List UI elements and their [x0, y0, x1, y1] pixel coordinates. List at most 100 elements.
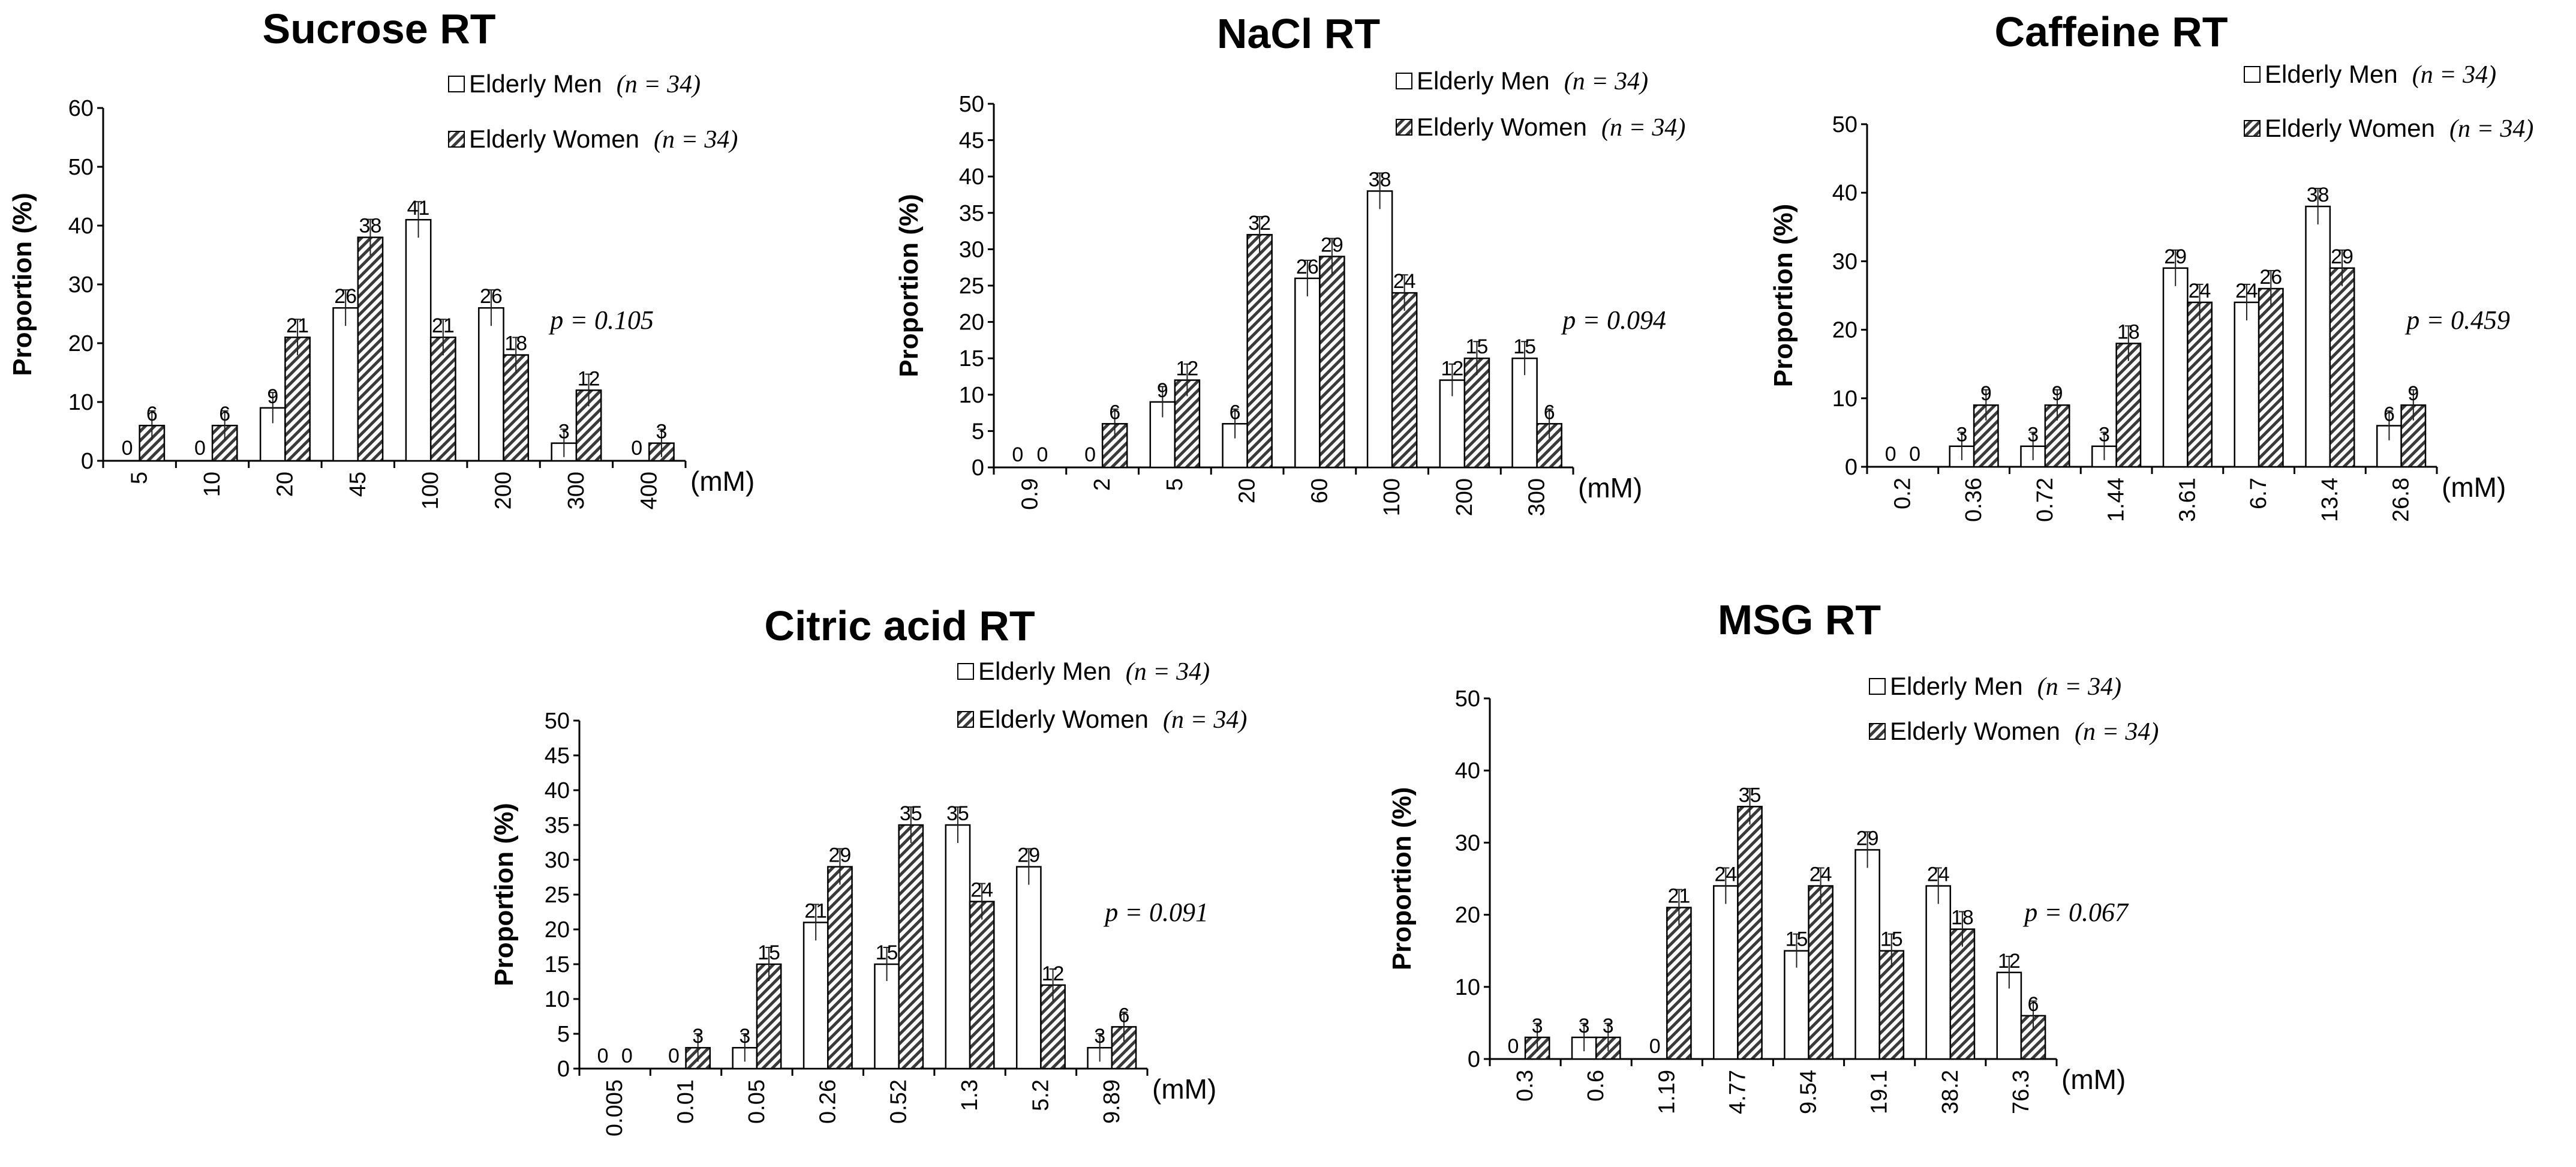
x-tick-label: 4.77	[1725, 1070, 1750, 1114]
x-tick-label: 5.2	[1028, 1079, 1053, 1111]
x-tick-label: 0.01	[674, 1079, 699, 1124]
legend-n: (n = 34)	[1601, 114, 1685, 142]
data-label-men: 24	[2235, 280, 2258, 302]
x-tick-label: 0.26	[815, 1079, 840, 1124]
data-label-men: 12	[1441, 358, 1463, 380]
y-tick-label: 25	[959, 274, 984, 299]
x-tick-label: 0.05	[744, 1079, 770, 1124]
data-label-men: 6	[2383, 403, 2395, 425]
chart-title: Citric acid RT	[764, 602, 1035, 649]
bar-women	[1666, 907, 1692, 1060]
legend-swatch-women	[957, 711, 974, 728]
legend-swatch-women	[1396, 119, 1412, 136]
data-label-men: 24	[1714, 863, 1737, 886]
x-tick-label: 1.19	[1654, 1070, 1679, 1114]
chart-title: Sucrose RT	[263, 5, 496, 52]
bar-women	[429, 336, 456, 462]
data-label-women: 12	[1042, 962, 1065, 985]
y-axis-title: Proportion (%)	[1387, 787, 1417, 971]
bar-women	[1319, 256, 1345, 469]
legend-label-men: Elderly Men (n = 34)	[2265, 60, 2496, 89]
x-tick-label: 26.8	[2389, 478, 2414, 522]
y-tick-label: 30	[1832, 249, 1857, 274]
x-tick-label: 9.89	[1099, 1079, 1125, 1124]
y-tick-label: 30	[959, 237, 984, 262]
legend-n: (n = 34)	[1126, 658, 1210, 686]
legend-label-women: Elderly Women (n = 34)	[1417, 113, 1685, 142]
bar-men	[2162, 267, 2189, 468]
bar-men	[945, 824, 971, 1070]
data-label-men: 26	[480, 285, 503, 308]
bar-women	[357, 236, 384, 462]
data-label-men: 0	[597, 1045, 609, 1067]
y-tick-label: 5	[557, 1022, 570, 1047]
bar-men	[2234, 301, 2260, 468]
legend-label-men: Elderly Men (n = 34)	[1890, 672, 2121, 701]
legend-label-women: Elderly Women (n = 34)	[469, 125, 738, 154]
bar-women	[503, 354, 530, 462]
legend-swatch-women	[448, 131, 465, 148]
data-label-men: 38	[2307, 184, 2329, 206]
legend-label-men: Elderly Men (n = 34)	[1417, 67, 1648, 95]
y-axis-title: Proportion (%)	[894, 194, 924, 377]
y-tick-label: 30	[68, 272, 94, 298]
data-label-women: 21	[1667, 885, 1690, 908]
y-tick-label: 40	[545, 778, 570, 803]
data-label-women: 15	[1880, 928, 1903, 951]
x-tick-label: 2	[1090, 478, 1115, 491]
bar-men	[1294, 277, 1321, 469]
p-value: p = 0.091	[1103, 898, 1209, 927]
x-tick-label: 5	[127, 472, 152, 484]
y-tick-label: 45	[545, 743, 570, 769]
x-tick-label: 10	[200, 472, 225, 497]
data-label-men: 24	[1927, 863, 1950, 886]
data-label-women: 9	[2052, 382, 2063, 405]
y-tick-label: 20	[1455, 903, 1480, 928]
data-label-men: 0	[1649, 1035, 1661, 1058]
data-label-men: 15	[1513, 335, 1536, 358]
x-tick-label: 3.61	[2175, 478, 2200, 522]
bar-women	[1737, 806, 1763, 1060]
y-tick-label: 10	[1455, 975, 1480, 1000]
data-label-men: 0	[1885, 443, 1896, 466]
x-tick-label: 0.005	[602, 1079, 627, 1136]
data-label-women: 24	[1809, 863, 1832, 886]
legend-n: (n = 34)	[2037, 673, 2121, 701]
x-tick-label: 300	[564, 472, 589, 509]
data-label-men: 3	[1579, 1015, 1590, 1037]
x-axis-unit: (mM)	[2061, 1064, 2126, 1095]
x-tick-label: 200	[1452, 478, 1477, 516]
data-label-women: 21	[286, 314, 309, 337]
data-label-men: 0	[668, 1045, 680, 1067]
data-label-men: 12	[1998, 950, 2021, 973]
y-tick-label: 35	[959, 201, 984, 226]
data-label-women: 9	[2407, 382, 2419, 405]
data-label-men: 3	[2099, 424, 2110, 446]
x-tick-label: 0.72	[2033, 478, 2058, 522]
legend-label-women: Elderly Women (n = 34)	[1890, 717, 2159, 746]
bar-women	[2258, 287, 2284, 468]
bar-men	[1366, 190, 1393, 469]
data-label-women: 35	[1739, 784, 1762, 806]
data-label-women: 29	[2331, 245, 2353, 268]
bar-men	[2305, 205, 2331, 468]
bar-men	[332, 307, 359, 462]
legend-label-men: Elderly Men (n = 34)	[469, 70, 701, 98]
x-tick-label: 0.6	[1583, 1070, 1609, 1102]
data-label-women: 24	[1393, 270, 1416, 293]
data-label-men: 9	[267, 385, 278, 408]
data-label-women: 3	[692, 1025, 704, 1048]
data-label-men: 0	[122, 437, 133, 460]
legend-swatch-men	[1396, 73, 1412, 89]
data-label-women: 38	[359, 215, 382, 238]
legend-n: (n = 34)	[2449, 115, 2533, 143]
x-tick-label: 0.9	[1017, 478, 1042, 510]
data-label-women: 29	[829, 844, 852, 867]
data-label-women: 18	[1951, 907, 1974, 929]
y-tick-label: 10	[68, 390, 94, 415]
data-label-women: 3	[656, 421, 667, 443]
